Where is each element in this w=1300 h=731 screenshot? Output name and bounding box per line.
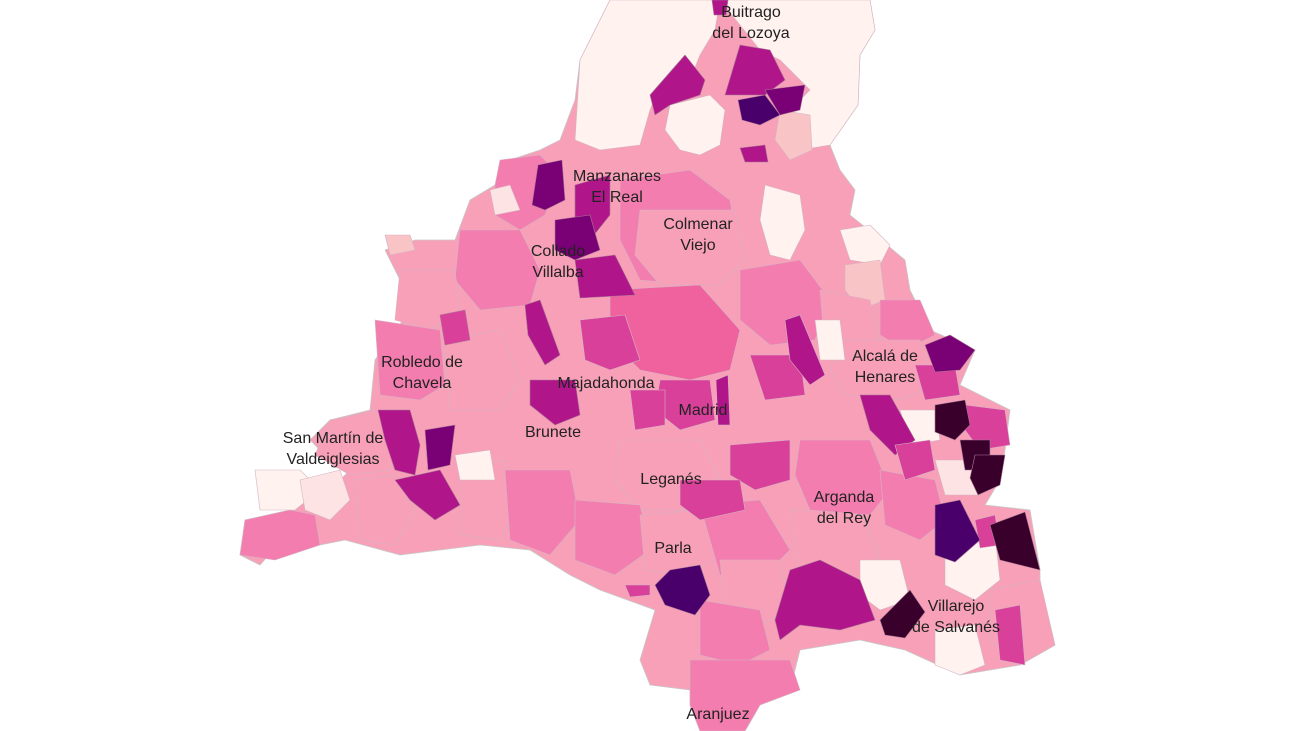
municipality-alcala	[829, 339, 936, 401]
label-line: Henares	[855, 369, 915, 386]
label-line: Villalba	[532, 264, 583, 281]
municipality-south-2	[574, 499, 651, 576]
municipality-magenta-east-3	[894, 439, 936, 481]
place-label-sanmartin: San Martín de Valdeiglesias	[283, 430, 384, 468]
municipality-west-4	[444, 329, 521, 411]
label-line: San Martín de	[283, 430, 384, 447]
label-line: Brunete	[525, 424, 581, 441]
place-label-collado: Collado Villalba	[531, 243, 585, 281]
label-line: Villarejo	[928, 598, 985, 615]
municipality-purple-parla-south	[654, 564, 711, 616]
municipality-darkest-southeast	[989, 511, 1041, 571]
label-line: Collado	[531, 243, 585, 260]
place-label-brunete: Brunete	[525, 424, 581, 441]
municipality-northwest-light	[384, 234, 416, 256]
label-line: Robledo de	[381, 354, 463, 371]
municipality-magenta-1	[649, 54, 706, 116]
place-label-robledo: Robledo de Chavela	[381, 354, 463, 392]
municipality-southwest-3	[299, 469, 351, 521]
label-line: Parla	[654, 540, 691, 557]
municipality-colmenar	[634, 209, 746, 286]
place-label-buitrago: Buitrago del Lozoya	[712, 4, 789, 42]
label-line: Arganda	[814, 489, 875, 506]
label-line: Buitrago	[721, 4, 781, 21]
municipality-south-7	[699, 599, 771, 666]
place-label-madrid: Madrid	[679, 402, 728, 419]
municipality-arganda-area	[794, 439, 891, 516]
municipality-darkest-east-1	[934, 399, 971, 441]
place-label-arganda: Arganda del Rey	[814, 489, 875, 527]
municipality-purple-north-2	[764, 84, 806, 116]
place-label-parla: Parla	[654, 540, 691, 557]
place-label-majadahonda: Majadahonda	[558, 375, 655, 392]
municipality-purple-sanmartin	[424, 424, 456, 471]
municipality-magenta-south-big	[774, 559, 876, 641]
municipality-magenta-madrid-strip	[715, 374, 731, 426]
municipality-west-3	[374, 319, 446, 401]
municipality-aranjuez	[689, 659, 801, 731]
municipality-magenta-south-small	[624, 584, 651, 598]
municipality-light-mid	[759, 184, 806, 261]
municipality-magenta-southwest	[394, 469, 461, 521]
label-line: Alcalá de	[852, 348, 918, 365]
place-label-villarejo: Villarejo de Salvanés	[912, 598, 1000, 636]
municipality-purple-collado	[554, 214, 601, 261]
municipality-purple-north-1	[737, 94, 781, 126]
municipality-magenta-2	[724, 44, 786, 96]
municipality-east-white-3	[814, 319, 846, 361]
municipality-southeast-white-2	[934, 624, 986, 676]
municipality-purple-manzanares	[531, 159, 566, 211]
place-label-alcala: Alcalá de Henares	[852, 348, 918, 386]
label-line: Majadahonda	[558, 375, 655, 392]
label-line: del Rey	[817, 510, 871, 527]
label-line: de Salvanés	[912, 619, 1000, 636]
label-line: Aranjuez	[686, 706, 749, 723]
municipality-light-mid-2	[839, 224, 891, 266]
label-line: Madrid	[679, 402, 728, 419]
municipality-east-1	[739, 259, 831, 346]
label-line: Leganés	[640, 471, 701, 488]
place-label-manzanares: Manzanares El Real	[573, 168, 661, 206]
municipality-magenta-west-small	[439, 309, 471, 346]
municipality-darkest-east-3	[969, 454, 1006, 496]
municipality-magenta-collado	[574, 254, 636, 299]
municipality-southwest-1	[239, 509, 321, 561]
municipality-northwest-light-2	[489, 184, 521, 216]
municipality-magenta-west-strip	[524, 299, 561, 366]
municipality-purple-east-big	[934, 499, 981, 563]
label-line: Manzanares	[573, 168, 661, 185]
municipality-south-5	[879, 469, 946, 541]
municipality-northeast-light	[774, 109, 813, 161]
municipality-magenta-top-tiny	[711, 0, 729, 16]
place-label-leganes: Leganés	[640, 471, 701, 488]
municipality-center-dark-4	[749, 354, 806, 401]
municipality-darkest-villarejo	[879, 589, 926, 639]
municipality-magenta-small-north	[739, 144, 769, 163]
municipality-southwest-4	[354, 474, 416, 546]
municipality-south-1	[504, 469, 581, 556]
label-line: Chavela	[393, 375, 452, 392]
municipality-north-3	[664, 94, 726, 156]
municipality-magenta-majadahonda	[529, 379, 581, 426]
label-line: El Real	[591, 189, 643, 206]
label-line: del Lozoya	[712, 25, 789, 42]
municipality-north-1	[574, 0, 721, 151]
municipality-north-2	[719, 0, 876, 151]
municipality-purple-alcala	[924, 334, 976, 373]
municipality-center-dark-1	[579, 314, 641, 371]
place-label-aranjuez: Aranjuez	[686, 706, 749, 723]
label-line: Viejo	[680, 237, 715, 254]
municipality-magenta-southeast	[994, 604, 1026, 666]
municipality-south-white	[454, 449, 496, 481]
label-line: Valdeiglesias	[286, 451, 379, 468]
municipality-center-dark-6	[679, 479, 746, 521]
place-label-colmenar: Colmenar Viejo	[663, 216, 733, 254]
municipality-center-dark-5	[729, 439, 791, 491]
municipality-magenta-sanmartin	[377, 409, 421, 476]
label-line: Colmenar	[663, 216, 733, 233]
municipality-magenta-east-strip	[784, 314, 826, 386]
municipality-center-dark-3	[629, 389, 666, 431]
